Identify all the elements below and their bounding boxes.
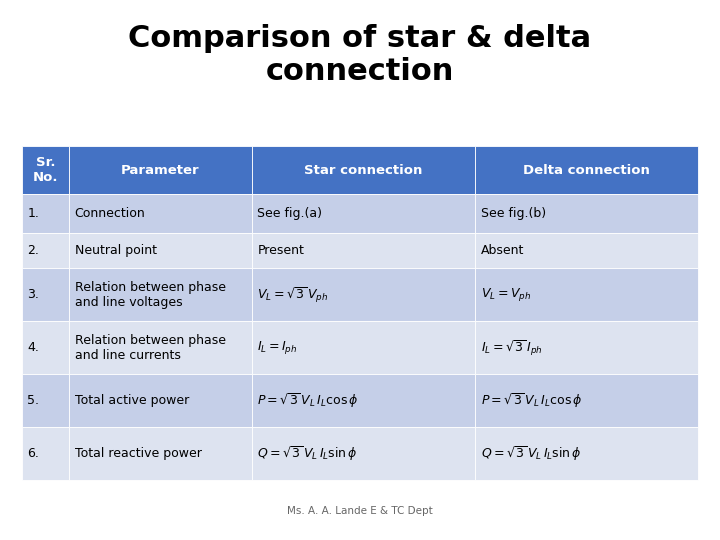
Text: Neutral point: Neutral point (75, 244, 157, 258)
Text: Delta connection: Delta connection (523, 164, 650, 177)
Text: 4.: 4. (27, 341, 39, 354)
Text: $Q = \sqrt{3}\, V_L\, I_L \sin \phi$: $Q = \sqrt{3}\, V_L\, I_L \sin \phi$ (258, 444, 359, 463)
Text: Absent: Absent (481, 244, 524, 258)
Text: Comparison of star & delta: Comparison of star & delta (128, 24, 592, 53)
Text: connection: connection (266, 57, 454, 86)
Text: Connection: Connection (75, 207, 145, 220)
Text: Relation between phase
and line currents: Relation between phase and line currents (75, 334, 226, 362)
Text: $I_L = \sqrt{3}\, I_{ph}$: $I_L = \sqrt{3}\, I_{ph}$ (481, 338, 542, 357)
Text: Parameter: Parameter (121, 164, 199, 177)
Text: Star connection: Star connection (304, 164, 423, 177)
Text: Ms. A. A. Lande E & TC Dept: Ms. A. A. Lande E & TC Dept (287, 505, 433, 516)
Text: 6.: 6. (27, 447, 39, 460)
Text: 5.: 5. (27, 394, 40, 407)
Text: 3.: 3. (27, 288, 39, 301)
Text: $V_L = \sqrt{3}\, V_{ph}$: $V_L = \sqrt{3}\, V_{ph}$ (258, 285, 329, 305)
Text: $V_L = V_{ph}$: $V_L = V_{ph}$ (481, 286, 531, 303)
Text: $P = \sqrt{3}\, V_L\, I_L \cos \phi$: $P = \sqrt{3}\, V_L\, I_L \cos \phi$ (258, 392, 359, 410)
Text: Present: Present (258, 244, 305, 258)
Text: Total reactive power: Total reactive power (75, 447, 202, 460)
Text: $I_L = I_{ph}$: $I_L = I_{ph}$ (258, 339, 298, 356)
Text: Sr.
No.: Sr. No. (32, 156, 58, 184)
Text: Total active power: Total active power (75, 394, 189, 407)
Text: See fig.(b): See fig.(b) (481, 207, 546, 220)
Text: $P = \sqrt{3}\, V_L\, I_L \cos \phi$: $P = \sqrt{3}\, V_L\, I_L \cos \phi$ (481, 392, 582, 410)
Text: See fig.(a): See fig.(a) (258, 207, 323, 220)
Text: 1.: 1. (27, 207, 39, 220)
Text: Relation between phase
and line voltages: Relation between phase and line voltages (75, 281, 226, 309)
Text: 2.: 2. (27, 244, 39, 258)
Text: $Q = \sqrt{3}\, V_L\, I_L \sin \phi$: $Q = \sqrt{3}\, V_L\, I_L \sin \phi$ (481, 444, 582, 463)
